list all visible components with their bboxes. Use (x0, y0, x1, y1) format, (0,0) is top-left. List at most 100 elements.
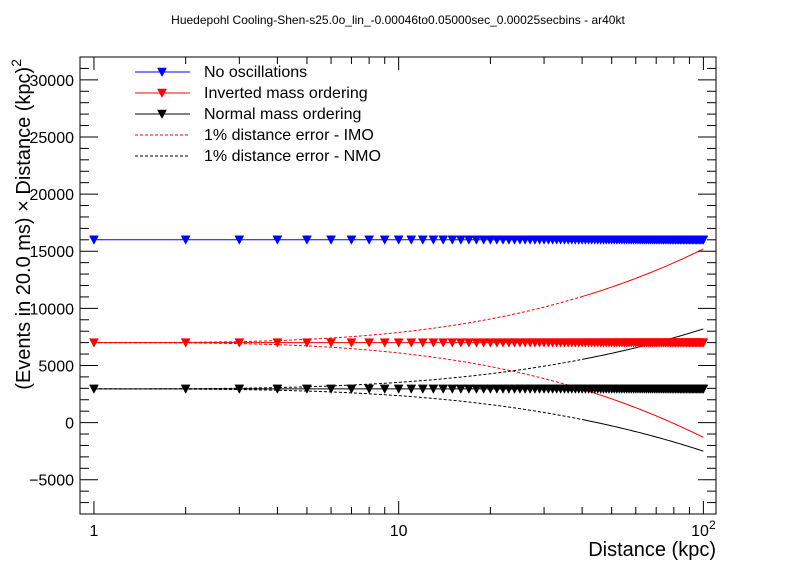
data-point (417, 338, 428, 348)
data-point (272, 235, 283, 245)
data-point (234, 235, 245, 245)
data-point (89, 384, 99, 394)
legend: No oscillations Inverted mass ordering Nor… (135, 64, 381, 165)
nmo-error-band-lower-dashed (93, 388, 583, 421)
data-point (346, 235, 357, 245)
data-point (326, 338, 336, 348)
data-point (455, 338, 466, 348)
x-tick-label: 10 (390, 523, 408, 540)
data-point (234, 338, 245, 348)
data-point (491, 235, 502, 245)
data-point (393, 338, 404, 348)
data-point (364, 235, 375, 245)
data-point (438, 338, 449, 348)
data-point (393, 235, 404, 245)
data-point (698, 235, 709, 245)
data-point (89, 235, 99, 245)
data-point (428, 338, 439, 348)
data-point (698, 384, 709, 394)
data-point (455, 384, 466, 394)
data-point (417, 235, 428, 245)
legend-label: Normal mass ordering (204, 106, 361, 123)
axes-layer: −5000 0 5000 10000 15000 20000 25000 30000 1 10 10… (29, 56, 716, 540)
legend-marker (157, 88, 167, 99)
data-point (447, 235, 458, 245)
data-point (379, 384, 390, 394)
y-tick-label: 20000 (30, 187, 75, 204)
data-point (180, 338, 191, 348)
data-point (463, 235, 474, 245)
y-axis-title: (Events in 20.0 ms) × Distance (kpc)2 (8, 59, 35, 390)
legend-entry: No oscillations (135, 64, 307, 81)
imo-error-band-lower-dashed (93, 342, 583, 390)
y-axis-title-sup: 2 (8, 59, 24, 67)
data-point (478, 384, 489, 394)
data-point (326, 384, 336, 394)
data-point (471, 235, 482, 245)
series-2 (89, 384, 709, 394)
data-point (379, 235, 390, 245)
data-point (417, 384, 428, 394)
data-point (491, 384, 502, 394)
imo-error-band (93, 248, 704, 438)
chart-title: Huedepohl Cooling-Shen-s25.0o_lin_-0.000… (171, 13, 625, 27)
data-point (364, 338, 375, 348)
data-point (406, 235, 417, 245)
data-point (302, 235, 312, 245)
data-point (438, 235, 449, 245)
imo-error-band-upper-dashed (93, 296, 583, 344)
legend-label: No oscillations (204, 64, 307, 81)
data-point (471, 384, 482, 394)
series-0 (89, 235, 709, 245)
data-point (180, 384, 191, 394)
data-point (428, 235, 439, 245)
data-point (406, 338, 417, 348)
y-tick-label: 15000 (30, 244, 75, 261)
data-point (346, 338, 357, 348)
series-layer (89, 235, 709, 452)
y-tick-label: −5000 (29, 473, 74, 490)
y-tick-label: 25000 (30, 130, 75, 147)
data-point (438, 384, 449, 394)
data-point (463, 338, 474, 348)
data-point (326, 235, 336, 245)
data-point (393, 384, 404, 394)
data-point (302, 384, 312, 394)
data-point (485, 338, 496, 348)
data-point (478, 338, 489, 348)
y-tick-label: 0 (65, 416, 74, 433)
data-point (272, 384, 283, 394)
data-point (698, 338, 709, 348)
y-tick-label: 30000 (30, 73, 75, 90)
data-point (180, 235, 191, 245)
y-tick-label: 5000 (38, 358, 74, 375)
data-point (447, 384, 458, 394)
data-point (234, 384, 245, 394)
legend-marker (157, 67, 167, 78)
data-point (272, 338, 283, 348)
legend-label: Inverted mass ordering (204, 85, 368, 102)
nmo-error-band-upper-dashed (93, 358, 583, 390)
y-tick-label: 10000 (30, 301, 75, 318)
data-point (485, 235, 496, 245)
data-point (406, 384, 417, 394)
data-point (379, 338, 390, 348)
data-point (471, 338, 482, 348)
legend-entry: 1% distance error - IMO (135, 127, 374, 144)
legend-label: 1% distance error - NMO (204, 148, 381, 165)
legend-entry: 1% distance error - NMO (135, 148, 381, 165)
imo-error-band-upper-solid (581, 248, 704, 298)
legend-label: 1% distance error - IMO (204, 127, 374, 144)
data-point (346, 384, 357, 394)
series-1 (89, 338, 709, 348)
data-point (428, 384, 439, 394)
data-point (89, 338, 99, 348)
data-point (485, 384, 496, 394)
nmo-error-band-lower-solid (582, 419, 704, 452)
data-point (491, 338, 502, 348)
x-axis-title: Distance (kpc) (588, 539, 716, 561)
data-point (463, 384, 474, 394)
imo-error-band-lower-solid (581, 388, 704, 438)
data-point (478, 235, 489, 245)
